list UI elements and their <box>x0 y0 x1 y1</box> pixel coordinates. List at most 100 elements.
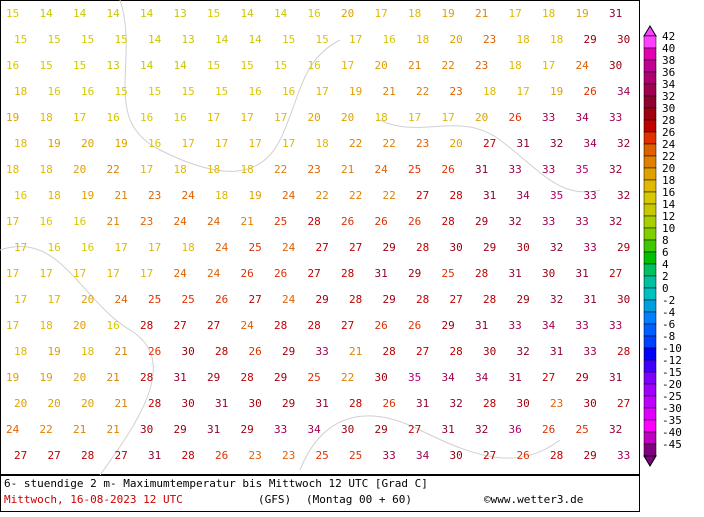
temperature-value: 17 <box>249 137 262 150</box>
temperature-value: 14 <box>40 7 54 20</box>
temperature-value: 31 <box>174 371 187 384</box>
temperature-value: 24 <box>282 241 296 254</box>
temperature-value: 31 <box>442 423 455 436</box>
temperature-value: 32 <box>450 397 463 410</box>
temperature-value: 15 <box>207 59 220 72</box>
temperature-value: 21 <box>475 7 488 20</box>
temperature-value: 14 <box>148 33 162 46</box>
temperature-value: 26 <box>241 267 254 280</box>
temperature-value: 29 <box>282 345 295 358</box>
temperature-value: 28 <box>308 319 321 332</box>
colorbar-swatch <box>643 119 657 133</box>
temperature-value: 18 <box>408 7 421 20</box>
temperature-value: 18 <box>517 33 530 46</box>
temperature-value: 16 <box>107 319 120 332</box>
temperature-value: 26 <box>408 215 421 228</box>
temperature-value: 25 <box>576 423 589 436</box>
temperature-value: 18 <box>40 319 53 332</box>
colorbar-swatch <box>643 47 657 61</box>
temperature-value: 22 <box>316 189 329 202</box>
colorbar-swatch <box>643 395 657 409</box>
temperature-value: 18 <box>207 163 220 176</box>
temperature-value: 33 <box>383 449 396 462</box>
temperature-value: 27 <box>341 319 354 332</box>
temperature-value: 20 <box>341 7 354 20</box>
temperature-value: 18 <box>316 137 329 150</box>
temperature-value: 18 <box>40 111 53 124</box>
temperature-value: 32 <box>609 423 622 436</box>
temperature-value: 18 <box>375 111 388 124</box>
temperature-value: 22 <box>442 59 455 72</box>
temperature-value: 29 <box>576 371 589 384</box>
temperature-value: 16 <box>73 215 86 228</box>
temperature-value: 29 <box>383 293 396 306</box>
temperature-value: 27 <box>416 189 429 202</box>
temperature-value: 16 <box>81 85 94 98</box>
temperature-value: 21 <box>107 215 120 228</box>
temperature-value: 18 <box>174 163 187 176</box>
temperature-value: 15 <box>316 33 329 46</box>
temperature-value: 26 <box>584 85 597 98</box>
temperature-value: 14 <box>174 59 188 72</box>
temperature-value: 18 <box>14 137 27 150</box>
temperature-value: 19 <box>550 85 563 98</box>
temperature-value: 15 <box>48 33 61 46</box>
colorbar-label: -15 <box>662 366 682 379</box>
temperature-value: 30 <box>450 241 463 254</box>
temperature-value: 21 <box>73 423 86 436</box>
temperature-value: 22 <box>40 423 53 436</box>
colorbar-swatch <box>643 83 657 97</box>
temperature-value: 23 <box>249 449 262 462</box>
temperature-value: 14 <box>249 33 263 46</box>
temperature-value: 19 <box>48 345 61 358</box>
colorbar-label: -35 <box>662 414 682 427</box>
temperature-value: 20 <box>341 111 354 124</box>
temperature-value: 17 <box>14 293 27 306</box>
temperature-value: 28 <box>341 267 354 280</box>
temperature-value: 23 <box>475 59 488 72</box>
map-frame <box>0 0 640 475</box>
colorbar-swatch <box>643 215 657 229</box>
temperature-value: 15 <box>215 85 228 98</box>
temperature-value: 25 <box>274 215 287 228</box>
map-values: 15 14 14 14 14 13 15 14 14 16 20 17 18 19 21 17 18 19 31 15… <box>6 7 631 462</box>
colorbar-label: -30 <box>662 402 682 415</box>
temperature-value: 18 <box>215 189 228 202</box>
temperature-value: 28 <box>416 293 429 306</box>
colorbar-label: 18 <box>662 174 675 187</box>
footer-frame <box>0 475 640 512</box>
temperature-value: 33 <box>584 345 597 358</box>
temperature-value: 32 <box>550 293 563 306</box>
temperature-value: 21 <box>349 345 362 358</box>
temperature-value: 15 <box>6 7 19 20</box>
temperature-value: 28 <box>308 215 321 228</box>
temperature-value: 31 <box>416 397 429 410</box>
colorbar-label: 34 <box>662 78 676 91</box>
temperature-value: 18 <box>14 345 27 358</box>
colorbar-swatch <box>643 443 657 457</box>
colorbar-swatch <box>643 251 657 265</box>
temperature-value: 24 <box>174 267 188 280</box>
colorbar-label: -25 <box>662 390 682 403</box>
temperature-value: 15 <box>81 33 94 46</box>
colorbar-swatch <box>643 203 657 217</box>
temperature-value: 20 <box>81 397 94 410</box>
temperature-value: 20 <box>308 111 321 124</box>
temperature-value: 34 <box>517 189 531 202</box>
colorbar-swatch <box>643 335 657 349</box>
colorbar-swatch <box>643 107 657 121</box>
temperature-value: 15 <box>14 33 27 46</box>
temperature-value: 21 <box>107 371 120 384</box>
temperature-value: 28 <box>383 345 396 358</box>
temperature-value: 28 <box>475 267 488 280</box>
temperature-value: 29 <box>475 215 488 228</box>
temperature-value: 29 <box>383 241 396 254</box>
temperature-value: 29 <box>174 423 187 436</box>
temperature-value: 16 <box>81 241 94 254</box>
temperature-value: 22 <box>383 137 396 150</box>
temperature-value: 29 <box>442 319 455 332</box>
temperature-value: 30 <box>140 423 153 436</box>
colorbar-label: -2 <box>662 294 675 307</box>
temperature-value: 31 <box>475 319 488 332</box>
